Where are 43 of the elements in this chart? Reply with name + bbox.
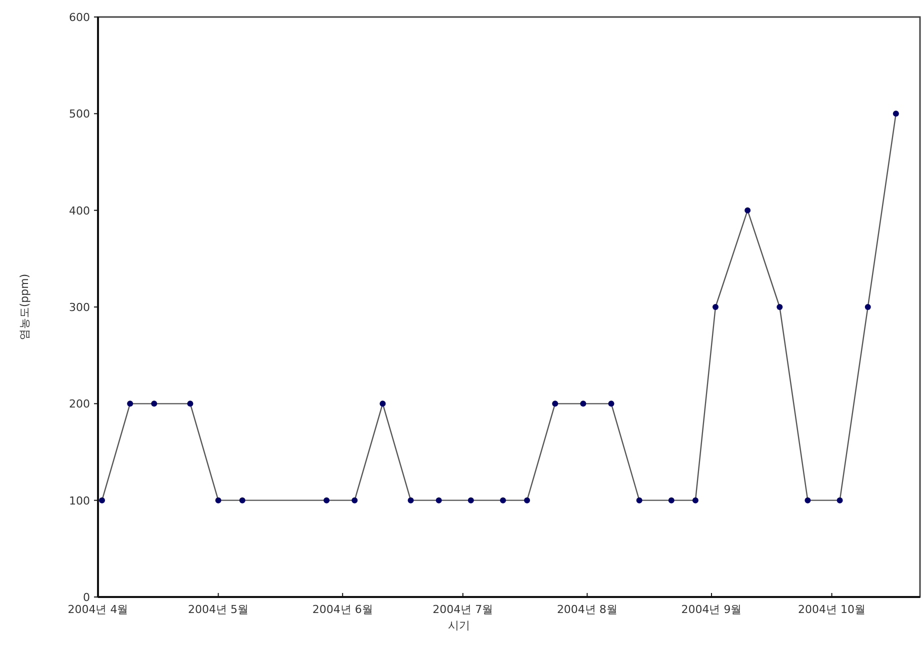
point [712, 304, 718, 310]
point [608, 400, 614, 407]
y-tick-label: 500 [69, 108, 90, 121]
x-tick-label: 2004년 4월 [68, 603, 128, 616]
point [776, 304, 783, 310]
point [864, 304, 871, 310]
point [187, 400, 194, 407]
y-tick-label: 300 [69, 301, 90, 314]
point [352, 497, 358, 504]
point [524, 497, 530, 504]
point [239, 497, 246, 504]
point [892, 110, 899, 117]
point [380, 400, 386, 407]
y-tick-label: 200 [69, 398, 90, 411]
point [151, 400, 158, 407]
point [408, 497, 414, 504]
x-tick-label: 2004년 5월 [188, 603, 249, 616]
point [127, 400, 134, 407]
point [636, 497, 642, 504]
y-axis-title: 염농도(ppm) [18, 274, 31, 340]
point [804, 497, 811, 504]
x-tick-label: 2004년 9월 [681, 603, 742, 616]
point [99, 497, 106, 504]
point [436, 497, 442, 504]
point [668, 497, 674, 504]
point [324, 497, 330, 504]
x-tick-label: 2004년 7월 [432, 603, 494, 616]
x-axis-title: 시기 [448, 619, 470, 632]
y-tick-label: 600 [69, 11, 90, 24]
point [836, 497, 843, 504]
point [692, 497, 698, 504]
x-tick-label: 2004년 10월 [798, 603, 866, 616]
x-tick-label: 2004년 6월 [312, 603, 373, 616]
point [580, 400, 586, 407]
y-tick-label: 400 [69, 204, 90, 218]
x-tick-label: 2004년 8월 [556, 603, 618, 616]
point [552, 400, 558, 407]
point [744, 207, 751, 214]
point [215, 497, 222, 504]
y-tick-label: 100 [69, 494, 90, 508]
y-tick-label: 0 [83, 591, 90, 604]
point [500, 497, 506, 504]
point [468, 497, 474, 504]
